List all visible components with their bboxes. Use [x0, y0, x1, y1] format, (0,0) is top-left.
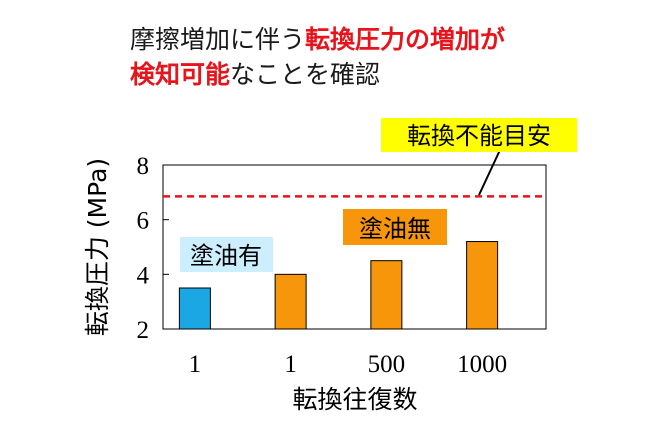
bars — [178, 241, 499, 330]
y-tick-label: 6 — [137, 208, 150, 235]
annotation-unoiled-bg — [343, 209, 447, 245]
threshold-label: 転換不能目安 — [407, 122, 551, 150]
x-tick-label: 1 — [189, 351, 202, 378]
chart-title: 摩擦増加に伴う転換圧力の増加が 検知可能なことを確認 — [130, 22, 630, 92]
bar — [178, 287, 211, 330]
threshold-label-bg — [381, 118, 577, 152]
y-tick-label: 4 — [137, 262, 150, 289]
title-line1-red: 転換圧力の増加が — [305, 25, 506, 54]
title-line2-normal: なことを確認 — [230, 60, 381, 89]
x-axis-ticks: 1 1 500 1000 — [189, 351, 508, 378]
x-tick-label: 1 — [284, 351, 297, 378]
annotation-oiled: 塗油有 — [190, 242, 262, 270]
x-tick-label: 500 — [368, 351, 406, 378]
title-line-2: 検知可能なことを確認 — [130, 57, 630, 92]
plot-frame — [162, 164, 547, 330]
x-tick-label: 1000 — [457, 351, 507, 378]
annotation-oiled-bg — [180, 237, 273, 272]
bar — [466, 241, 499, 330]
bar — [370, 260, 403, 330]
y-axis-label: 転換圧力 (MPa) — [83, 158, 112, 336]
title-line2-red: 検知可能 — [130, 60, 231, 89]
annotation-unoiled: 塗油無 — [359, 215, 431, 243]
x-axis-label: 転換往復数 — [292, 385, 417, 414]
y-tick-label: 8 — [137, 153, 150, 180]
title-line-1: 摩擦増加に伴う転換圧力の増加が — [130, 22, 630, 57]
threshold-leader-line — [478, 149, 501, 196]
y-tick-label: 2 — [137, 317, 150, 344]
title-line1-normal: 摩擦増加に伴う — [130, 25, 306, 54]
bar — [274, 273, 307, 330]
y-axis-ticks: 2 4 6 8 — [137, 153, 169, 344]
